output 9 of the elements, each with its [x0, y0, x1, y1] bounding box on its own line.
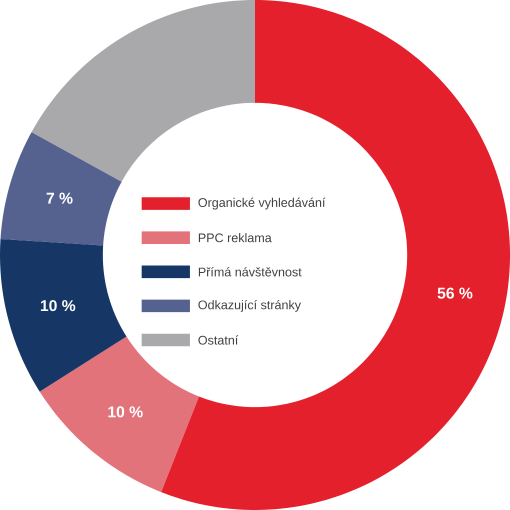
- legend-label: Odkazující stránky: [198, 300, 301, 312]
- data-label: 56 %: [438, 288, 472, 299]
- data-label: 7 %: [46, 192, 73, 204]
- legend-label: Ostatní: [198, 335, 238, 345]
- legend-label: Organické vyhledávání: [198, 198, 326, 210]
- legend-label: Přímá návštěvnost: [198, 267, 302, 276]
- data-label: 10 %: [40, 300, 76, 312]
- data-label: 10 %: [108, 406, 143, 418]
- legend-label: PPC reklama: [198, 233, 272, 242]
